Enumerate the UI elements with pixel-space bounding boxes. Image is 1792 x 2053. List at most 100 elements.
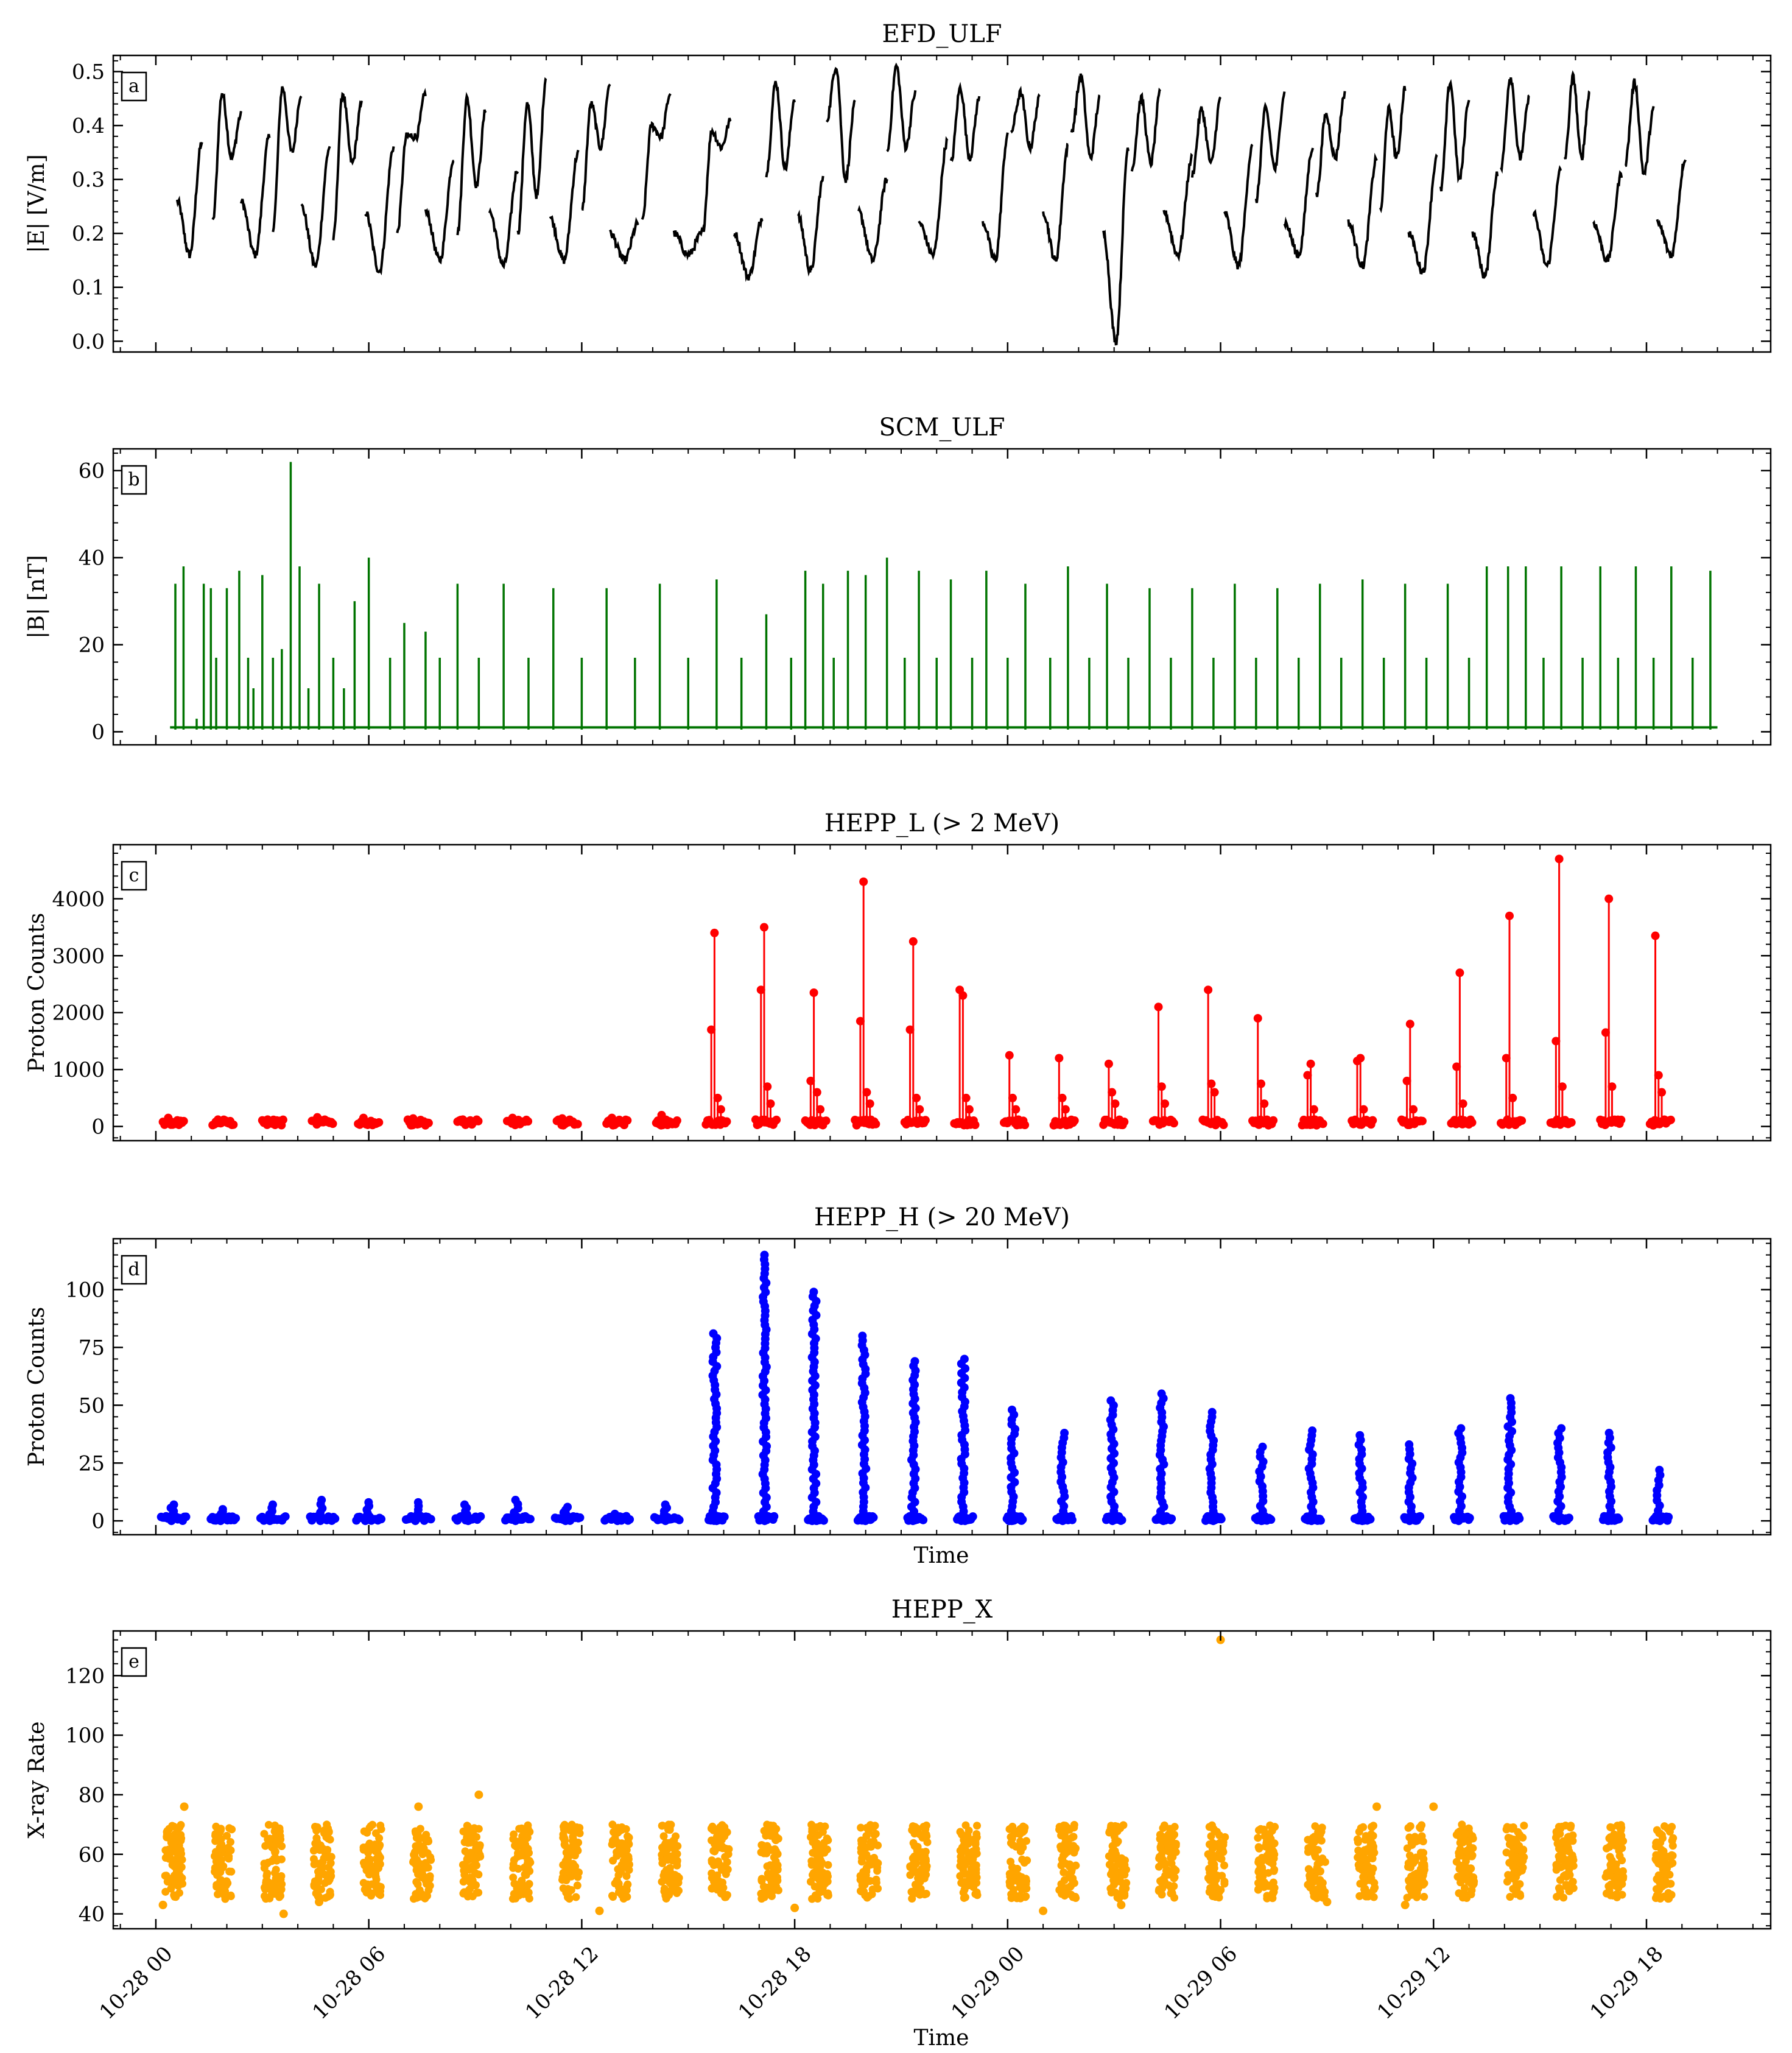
hepp-x-cluster (757, 1820, 782, 1903)
hepp-l-point (424, 1118, 433, 1127)
hepp-x-point (1021, 1857, 1030, 1865)
hepp-x-point (1653, 1826, 1661, 1834)
hepp-x-point (1618, 1856, 1626, 1865)
efd-orbit-line (1500, 77, 1530, 174)
efd-orbit-line (364, 146, 395, 276)
hepp-x-point (1164, 1881, 1173, 1890)
hepp-l-burst (950, 985, 980, 1130)
efd-orbit-line (1471, 171, 1499, 279)
hepp-h-burst (1301, 1426, 1325, 1526)
hepp-h-burst (352, 1498, 386, 1526)
hepp-h-burst (1350, 1431, 1375, 1526)
hepp-x-point (1063, 1847, 1072, 1856)
hepp-l-point (623, 1116, 632, 1125)
hepp-x-point (910, 1854, 918, 1862)
hepp-x-point (1105, 1828, 1114, 1837)
hepp-x-point (1405, 1851, 1414, 1860)
hepp-l-peak-point (1061, 1105, 1070, 1114)
y-axis-label: |B| [nT] (24, 555, 49, 638)
hepp-l-peak-point (1058, 1093, 1067, 1102)
efd-orbit-line (1190, 96, 1222, 178)
hepp-x-point (762, 1831, 770, 1840)
hepp-x-point (1021, 1823, 1029, 1832)
hepp-x-point (1016, 1837, 1025, 1845)
hepp-x-point (228, 1825, 236, 1834)
hepp-h-point (1207, 1407, 1217, 1417)
panel-title: EFD_ULF (882, 20, 1002, 48)
hepp-x-point (177, 1836, 185, 1845)
hepp-x-point (366, 1855, 374, 1864)
hepp-h-point (317, 1496, 326, 1505)
hepp-x-cluster (707, 1821, 733, 1901)
hepp-l-burst (1049, 1054, 1079, 1130)
hepp-l-point (1517, 1116, 1527, 1125)
hepp-x-point (420, 1893, 428, 1902)
hepp-h-point (1106, 1396, 1116, 1405)
hepp-x-point (563, 1860, 571, 1868)
hepp-l-point (1120, 1118, 1129, 1127)
hepp-x-point (270, 1847, 279, 1856)
hepp-x-cluster (1551, 1821, 1578, 1902)
y-axis-label: X-ray Rate (24, 1721, 49, 1838)
hepp-h-point (426, 1515, 435, 1524)
hepp-l-point (1418, 1116, 1427, 1125)
hepp-x-point (573, 1881, 582, 1890)
hepp-x-point (859, 1850, 868, 1858)
hepp-l-burst (1348, 1054, 1377, 1129)
hepp-x-point (759, 1842, 768, 1850)
hepp-h-point (218, 1505, 227, 1514)
hepp-l-burst (307, 1113, 337, 1129)
hepp-l-burst (1298, 1059, 1327, 1130)
hepp-x-cluster (1055, 1820, 1080, 1903)
hepp-x-point (1606, 1853, 1614, 1861)
hepp-h-burst (1598, 1428, 1623, 1526)
hepp-x-point (1420, 1863, 1428, 1872)
hepp-x-point (1368, 1868, 1376, 1877)
hepp-x-point (1355, 1892, 1364, 1900)
hepp-x-point (1058, 1823, 1066, 1832)
hepp-l-burst (1148, 1002, 1178, 1129)
hepp-l-peak-point (1555, 854, 1564, 864)
hepp-x-point (1316, 1876, 1324, 1884)
hepp-l-peak-point (1409, 1105, 1418, 1114)
hepp-x-point (323, 1820, 331, 1829)
hepp-x-point (1505, 1872, 1513, 1880)
hepp-l-point (1269, 1116, 1278, 1125)
hepp-x-point (1321, 1858, 1329, 1866)
hepp-x-point (662, 1850, 671, 1859)
efd-orbit-line (1254, 91, 1286, 203)
hepp-x-point (474, 1870, 483, 1879)
hepp-x-point (223, 1879, 232, 1887)
efd-orbit-line (300, 146, 331, 268)
hepp-x-point (918, 1853, 927, 1861)
hepp-x-point (1266, 1841, 1274, 1850)
hepp-x-point (622, 1846, 631, 1854)
hepp-x-point (521, 1840, 530, 1849)
hepp-l-peak-point (1303, 1071, 1312, 1080)
hepp-x-point (1356, 1879, 1365, 1888)
efd-orbit-line (641, 93, 672, 220)
hepp-x-point (1170, 1823, 1179, 1831)
hepp-l-point (1021, 1121, 1030, 1130)
hepp-x-point (625, 1866, 633, 1875)
hepp-x-point (1270, 1865, 1279, 1874)
hepp-h-point (575, 1513, 585, 1522)
hepp-x-point (560, 1822, 568, 1831)
efd-orbit-line (1223, 143, 1254, 270)
hepp-x-point (1467, 1886, 1476, 1895)
y-tick-label: 40 (79, 1903, 105, 1927)
hepp-x-point (1213, 1890, 1221, 1899)
hepp-l-point (1467, 1118, 1477, 1127)
hepp-x-point (1657, 1831, 1666, 1839)
hepp-l-peak-point (462, 1119, 471, 1128)
hepp-x-point (910, 1862, 918, 1870)
plot-frame (112, 843, 1772, 1142)
hepp-x-point (1208, 1844, 1217, 1853)
hepp-x-point (957, 1853, 965, 1861)
hepp-x-point (1069, 1874, 1077, 1882)
hepp-x-outlier (1372, 1802, 1382, 1811)
y-axis-label: |E| [V/m] (24, 154, 49, 253)
hepp-x-point (919, 1822, 928, 1831)
hepp-l-peak-point (1309, 1105, 1318, 1114)
hepp-x-point (1119, 1821, 1128, 1829)
